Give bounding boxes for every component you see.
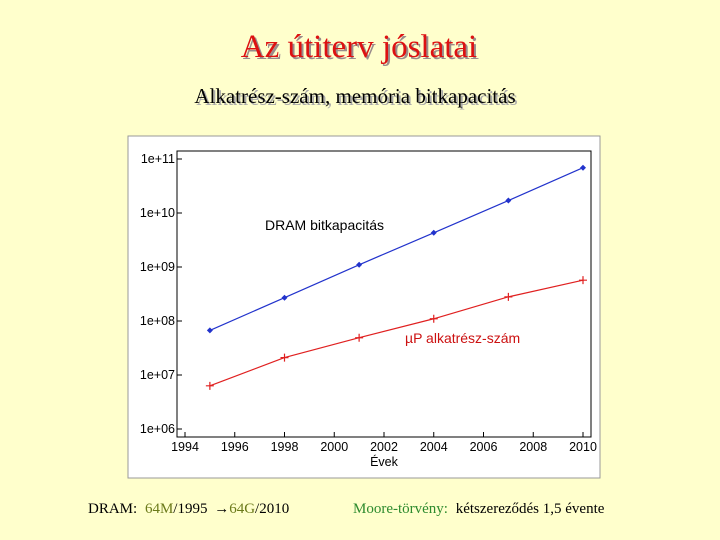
point [205,381,214,390]
point [356,261,363,268]
point [355,333,364,342]
x-tick-label: 2010 [569,440,597,454]
point [504,292,513,301]
point [429,314,438,323]
x-tick-label: 2008 [519,440,547,454]
point [505,197,512,204]
footer-arrow: → [214,501,229,517]
x-axis-label: Évek [370,454,399,469]
x-tick-label: 2000 [320,440,348,454]
footer-text: /1995 [173,501,207,517]
footer-left: DRAM: 64M/1995 →64G/2010 [88,501,289,517]
footer-text: 64G [229,501,255,517]
series-line [209,167,584,331]
x-tick-label: 1994 [171,440,199,454]
x-tick-label: 2004 [420,440,448,454]
footer-text: /2010 [255,501,289,517]
point [580,164,586,171]
footer-text: DRAM: [88,501,137,517]
y-tick-label: 1e+08 [140,314,175,328]
legend-label: µP alkatrész-szám [405,330,520,346]
footer-text: 64M [145,501,173,517]
subtitle-shadow: Alkatrész-szám, memória bitkapacitás [196,86,517,110]
chart: 1e+06 1e+07 1e+08 1e+09 1e+10 1e+11 1994 1996 19… [140,150,597,469]
series-line [209,279,584,387]
x-tick-label: 1998 [271,440,299,454]
x-tick-label: 2006 [470,440,498,454]
footer-right: Moore-törvény: kétszereződés 1,5 évente [353,501,605,517]
x-tick-label: 1996 [221,440,249,454]
y-tick-label: 1e+09 [140,260,175,274]
legend-label: DRAM bitkapacitás [265,217,384,233]
y-tick-label: 1e+07 [140,368,175,382]
point [280,353,289,362]
point [430,229,437,236]
chart-panel [127,135,601,479]
point [281,294,288,301]
subtitle: Alkatrész-szám, memória bitkapacitás [194,84,515,108]
y-tick-label: 1e+10 [140,206,175,220]
title: Az útiterv jóslatai [241,29,477,65]
x-tick-label: 2002 [370,440,398,454]
point [579,276,587,285]
footer-text: kétszereződés 1,5 évente [456,501,605,517]
y-tick-label: 1e+06 [140,422,175,436]
point [206,327,213,334]
footer-text: Moore-törvény: [353,501,448,517]
y-tick-label: 1e+11 [141,152,175,166]
title-shadow: Az útiterv jóslatai [243,31,479,67]
